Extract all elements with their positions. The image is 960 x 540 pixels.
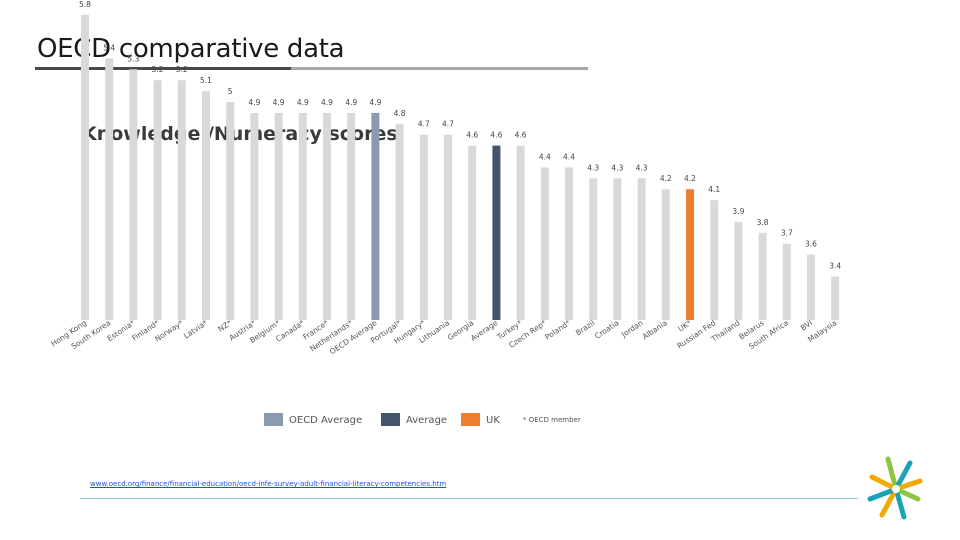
value-label-turkey: 4.6 [515,131,527,140]
bar-portugal [395,123,404,320]
bottom-divider [80,498,858,499]
legend-label-oecd-average: OECD Average [289,415,363,426]
bar-belgium [274,112,283,321]
bar-latvia [202,91,210,320]
financial-capability-logo [867,456,923,520]
bar-lithuania [444,134,452,320]
legend-label-uk: UK [486,415,500,426]
value-label-norway: 5.2 [176,65,188,74]
value-label-hungary: 4.7 [418,120,430,129]
category-label-average: Average [469,318,500,343]
bar-norway [177,80,186,320]
category-label-bvi: BVI [799,318,814,332]
category-label-poland: Poland* [543,318,572,342]
legend-label-average: Average [406,415,448,426]
value-label-canada: 4.9 [297,98,309,107]
value-label-nz: 5 [228,87,233,96]
legend-swatch-average [381,413,400,426]
category-label-croatia: Croatia [593,318,620,341]
category-label-nz: NZ* [216,318,233,334]
bar-oecd-average [371,112,380,321]
value-label-belgium: 4.9 [273,98,285,107]
oecd-member-footnote: * OECD member [523,416,581,424]
value-label-malaysia: 3.4 [829,261,841,270]
value-label-latvia: 5.1 [200,76,212,85]
value-label-austria: 4.9 [248,98,260,107]
bar-austria [250,112,259,321]
value-label-thailand: 3.9 [732,207,744,216]
category-label-uk: UK* [676,318,693,334]
value-label-france: 4.9 [321,98,333,107]
value-label-albania: 4.2 [660,174,672,183]
bar-jordan [637,178,646,320]
category-label-albania: Albania [641,318,669,341]
value-label-uk: 4.2 [684,174,696,183]
bar-hong-kong [81,14,89,321]
bar-estonia [129,69,138,320]
bar-bvi [807,254,815,320]
bar-uk [686,189,694,320]
bar-russian-fed [710,200,719,320]
bar-canada [298,112,307,321]
bar-poland [565,167,573,320]
bar-france [323,112,331,321]
value-label-russian-fed: 4.1 [708,185,720,194]
bar-south-africa [782,243,791,320]
bar-thailand [734,221,743,320]
legend-swatch-oecd-average [264,413,283,426]
value-label-czech-rep: 4.4 [539,152,551,161]
bar-hungary [419,134,428,320]
value-label-brazil: 4.3 [587,163,599,172]
source-link[interactable]: www.oecd.org/finance/financial-education… [90,480,447,488]
bar-turkey [516,145,525,320]
value-label-jordan: 4.3 [636,163,648,172]
bar-average [492,145,501,320]
value-label-croatia: 4.3 [611,163,623,172]
value-label-finland: 5.2 [152,65,164,74]
title-underline-light [291,67,588,70]
value-label-estonia: 5.3 [127,54,139,63]
value-label-poland: 4.4 [563,152,575,161]
legend-swatch-uk [461,413,480,426]
value-label-lithuania: 4.7 [442,120,454,129]
bar-albania [661,189,670,320]
category-label-jordan: Jordan [619,318,645,340]
bar-belarus [758,232,767,320]
bar-south-korea [105,58,114,321]
bar-netherlands [347,112,356,321]
title-underline-dark [35,67,291,70]
bar-nz [226,102,235,320]
value-label-south-korea: 5.4 [103,43,115,52]
bar-croatia [613,178,622,320]
value-label-belarus: 3.8 [757,218,769,227]
bar-georgia [468,145,477,320]
value-label-hong-kong: 5.8 [79,0,91,9]
value-label-georgia: 4.6 [466,131,478,140]
value-label-bvi: 3.6 [805,240,817,249]
bar-brazil [589,178,598,320]
bar-finland [153,80,162,320]
bar-czech-rep [540,167,549,320]
value-label-netherlands: 4.9 [345,98,357,107]
bar-malaysia [831,276,840,320]
value-label-oecd-average: 4.9 [369,98,381,107]
value-label-portugal: 4.8 [394,109,406,118]
value-label-south-africa: 3.7 [781,229,793,238]
category-label-latvia: Latvia* [182,318,209,340]
value-label-average: 4.6 [490,131,502,140]
